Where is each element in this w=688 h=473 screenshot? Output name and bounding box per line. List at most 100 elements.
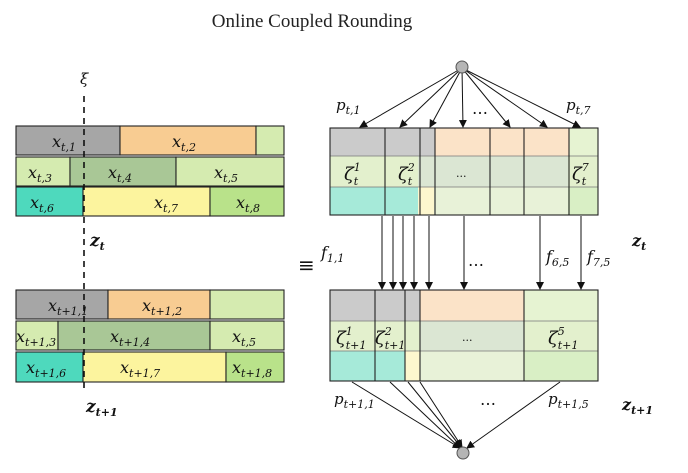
f-6-5-label: f6,5 — [545, 247, 569, 269]
grid-t-r3-d — [568, 187, 598, 215]
grid-t-r3-c — [434, 187, 568, 215]
label-x-t1-6: xt+1,6 — [26, 358, 66, 380]
sink-arrow-4 — [419, 381, 463, 448]
grid-t1-r1-c3 — [405, 290, 420, 321]
block-t2 — [119, 125, 257, 156]
block-t8 — [209, 186, 285, 217]
grid-t-border — [329, 127, 599, 216]
block-t6 — [15, 186, 84, 217]
label-x-t1-1: xt+1,1 — [48, 296, 88, 318]
z-t-label-right: zt — [631, 231, 646, 253]
block-t1-3 — [15, 320, 59, 351]
source-node — [455, 60, 469, 74]
label-x-t2: xt,2 — [172, 132, 196, 154]
zeta-t1-1: ζ1 t+1 — [336, 325, 366, 352]
label-x-t1-8: xt+1,8 — [232, 358, 272, 380]
zeta-t1-5: ζ5 t+1 — [548, 325, 578, 352]
block-t3 — [15, 156, 71, 187]
label-x-t1-2: xt+1,2 — [142, 296, 182, 318]
label-x-t7: xt,7 — [154, 193, 178, 215]
bottom-rounding-grid: ζ1 t+1 ζ2 t+1 ... ζ5 t+1 — [329, 289, 599, 382]
label-x-t6: xt,6 — [30, 193, 54, 215]
grid-t-r3-a — [330, 187, 418, 215]
block-t1-6 — [15, 351, 84, 383]
grid-t1-r3-b — [405, 351, 420, 381]
z-t1-label-right: zt+1 — [621, 395, 653, 417]
block-t1-1 — [15, 289, 109, 320]
sink-arrow-3 — [407, 381, 462, 448]
diagram-title: Online Coupled Rounding — [212, 11, 413, 32]
block-t1 — [15, 125, 121, 156]
p-t-7-label: pt,7 — [566, 96, 591, 117]
grid-t1-r2-b — [420, 321, 524, 351]
f-1-1-label: f1,1 — [320, 243, 344, 265]
zeta-t-7: ζ7 t — [572, 161, 589, 188]
label-x-t5: xt,5 — [214, 163, 238, 185]
sink-arrows: … pt+1,1 pt+1,5 zt+1 — [334, 381, 653, 460]
grid-t-r2-b — [418, 156, 568, 187]
grid-t1-r1-c5 — [524, 290, 598, 321]
block-t1-3-overflow — [209, 289, 285, 320]
z-t1-label-left: zt+1 — [85, 397, 118, 419]
grid-t1-r3-a — [330, 351, 405, 381]
grid-t-r2-a — [330, 156, 418, 187]
flow-arrows: … f1,1 f6,5 f7,5 zt — [320, 216, 646, 290]
f-7-5-label: f7,5 — [586, 247, 610, 269]
grid-t-r1-c5 — [490, 128, 524, 156]
top-allocation: xt,1 xt,2 xt,3 xt,4 xt,5 xt,6 xt,7 xt,8 — [15, 125, 285, 217]
arrow-p-t1 — [359, 67, 463, 128]
arrow-p-t2 — [399, 67, 463, 128]
label-x-t1: xt,1 — [52, 132, 76, 154]
sink-ellipsis: … — [480, 390, 496, 409]
source-arrows: … pt,1 pt,7 — [336, 60, 591, 128]
grid-t1-r2-c — [524, 321, 598, 351]
grid-t-r1-c7 — [569, 128, 598, 156]
label-x-t3: xt,3 — [28, 163, 52, 185]
label-x-t1-4: xt+1,4 — [110, 327, 150, 349]
block-t7 — [82, 186, 211, 217]
zeta-t-1: ζ1 t — [344, 161, 361, 188]
xi-label: ξ — [80, 70, 89, 88]
z-t-label-left: zt — [89, 231, 105, 253]
grid-t-r1-c1 — [330, 128, 385, 156]
arrow-p-t7 — [461, 67, 581, 128]
zeta-t-2: ζ2 t — [398, 161, 415, 188]
label-x-t1-3: xt+1,3 — [16, 327, 56, 349]
block-t5 — [175, 156, 285, 187]
sink-arrow-1 — [351, 381, 461, 449]
grid-t1-r3-c — [420, 351, 524, 381]
sink-node — [456, 446, 470, 460]
label-x-t8: xt,8 — [236, 193, 260, 215]
label-x-t1-5: xt,5 — [232, 327, 256, 349]
grid-t-r1-c2 — [385, 128, 420, 156]
arrow-p-t4 — [458, 67, 467, 128]
flow-ellipsis: … — [468, 251, 484, 270]
sink-arrow-2 — [389, 381, 461, 449]
top-rounding-grid: ζ1 t ζ2 t ... ζ7 t — [329, 127, 599, 216]
equivalence-symbol: ≡ — [298, 253, 315, 277]
grid-t1-ellipsis: ... — [462, 331, 473, 344]
block-t1-2 — [107, 289, 211, 320]
grid-t-r1-c6 — [524, 128, 569, 156]
arrow-p-t3 — [429, 67, 463, 128]
grid-t-r3-b — [418, 187, 434, 215]
block-t1-8 — [225, 351, 285, 383]
p-t-1-label: pt,1 — [336, 96, 361, 117]
label-x-t1-7: xt+1,7 — [120, 358, 160, 380]
grid-t1-r3-d — [524, 351, 598, 381]
p-t1-5-label: pt+1,5 — [548, 390, 589, 411]
grid-t1-border — [329, 289, 599, 382]
zeta-t1-2: ζ2 t+1 — [375, 325, 405, 352]
arrow-p-t5 — [461, 67, 511, 128]
grid-t-r2-c — [568, 156, 598, 187]
block-t1-5 — [209, 320, 285, 351]
p-t1-1-label: pt+1,1 — [334, 390, 375, 411]
grid-t1-r1-c2 — [375, 290, 405, 321]
label-x-t4: xt,4 — [108, 163, 132, 185]
grid-t-ellipsis: ... — [456, 167, 467, 180]
block-t1-4 — [57, 320, 211, 351]
top-arrows-ellipsis: … — [472, 99, 488, 118]
bottom-allocation: xt+1,1 xt+1,2 xt+1,3 xt+1,4 xt,5 xt+1,6 … — [15, 289, 285, 383]
block-t1-7 — [82, 351, 227, 383]
